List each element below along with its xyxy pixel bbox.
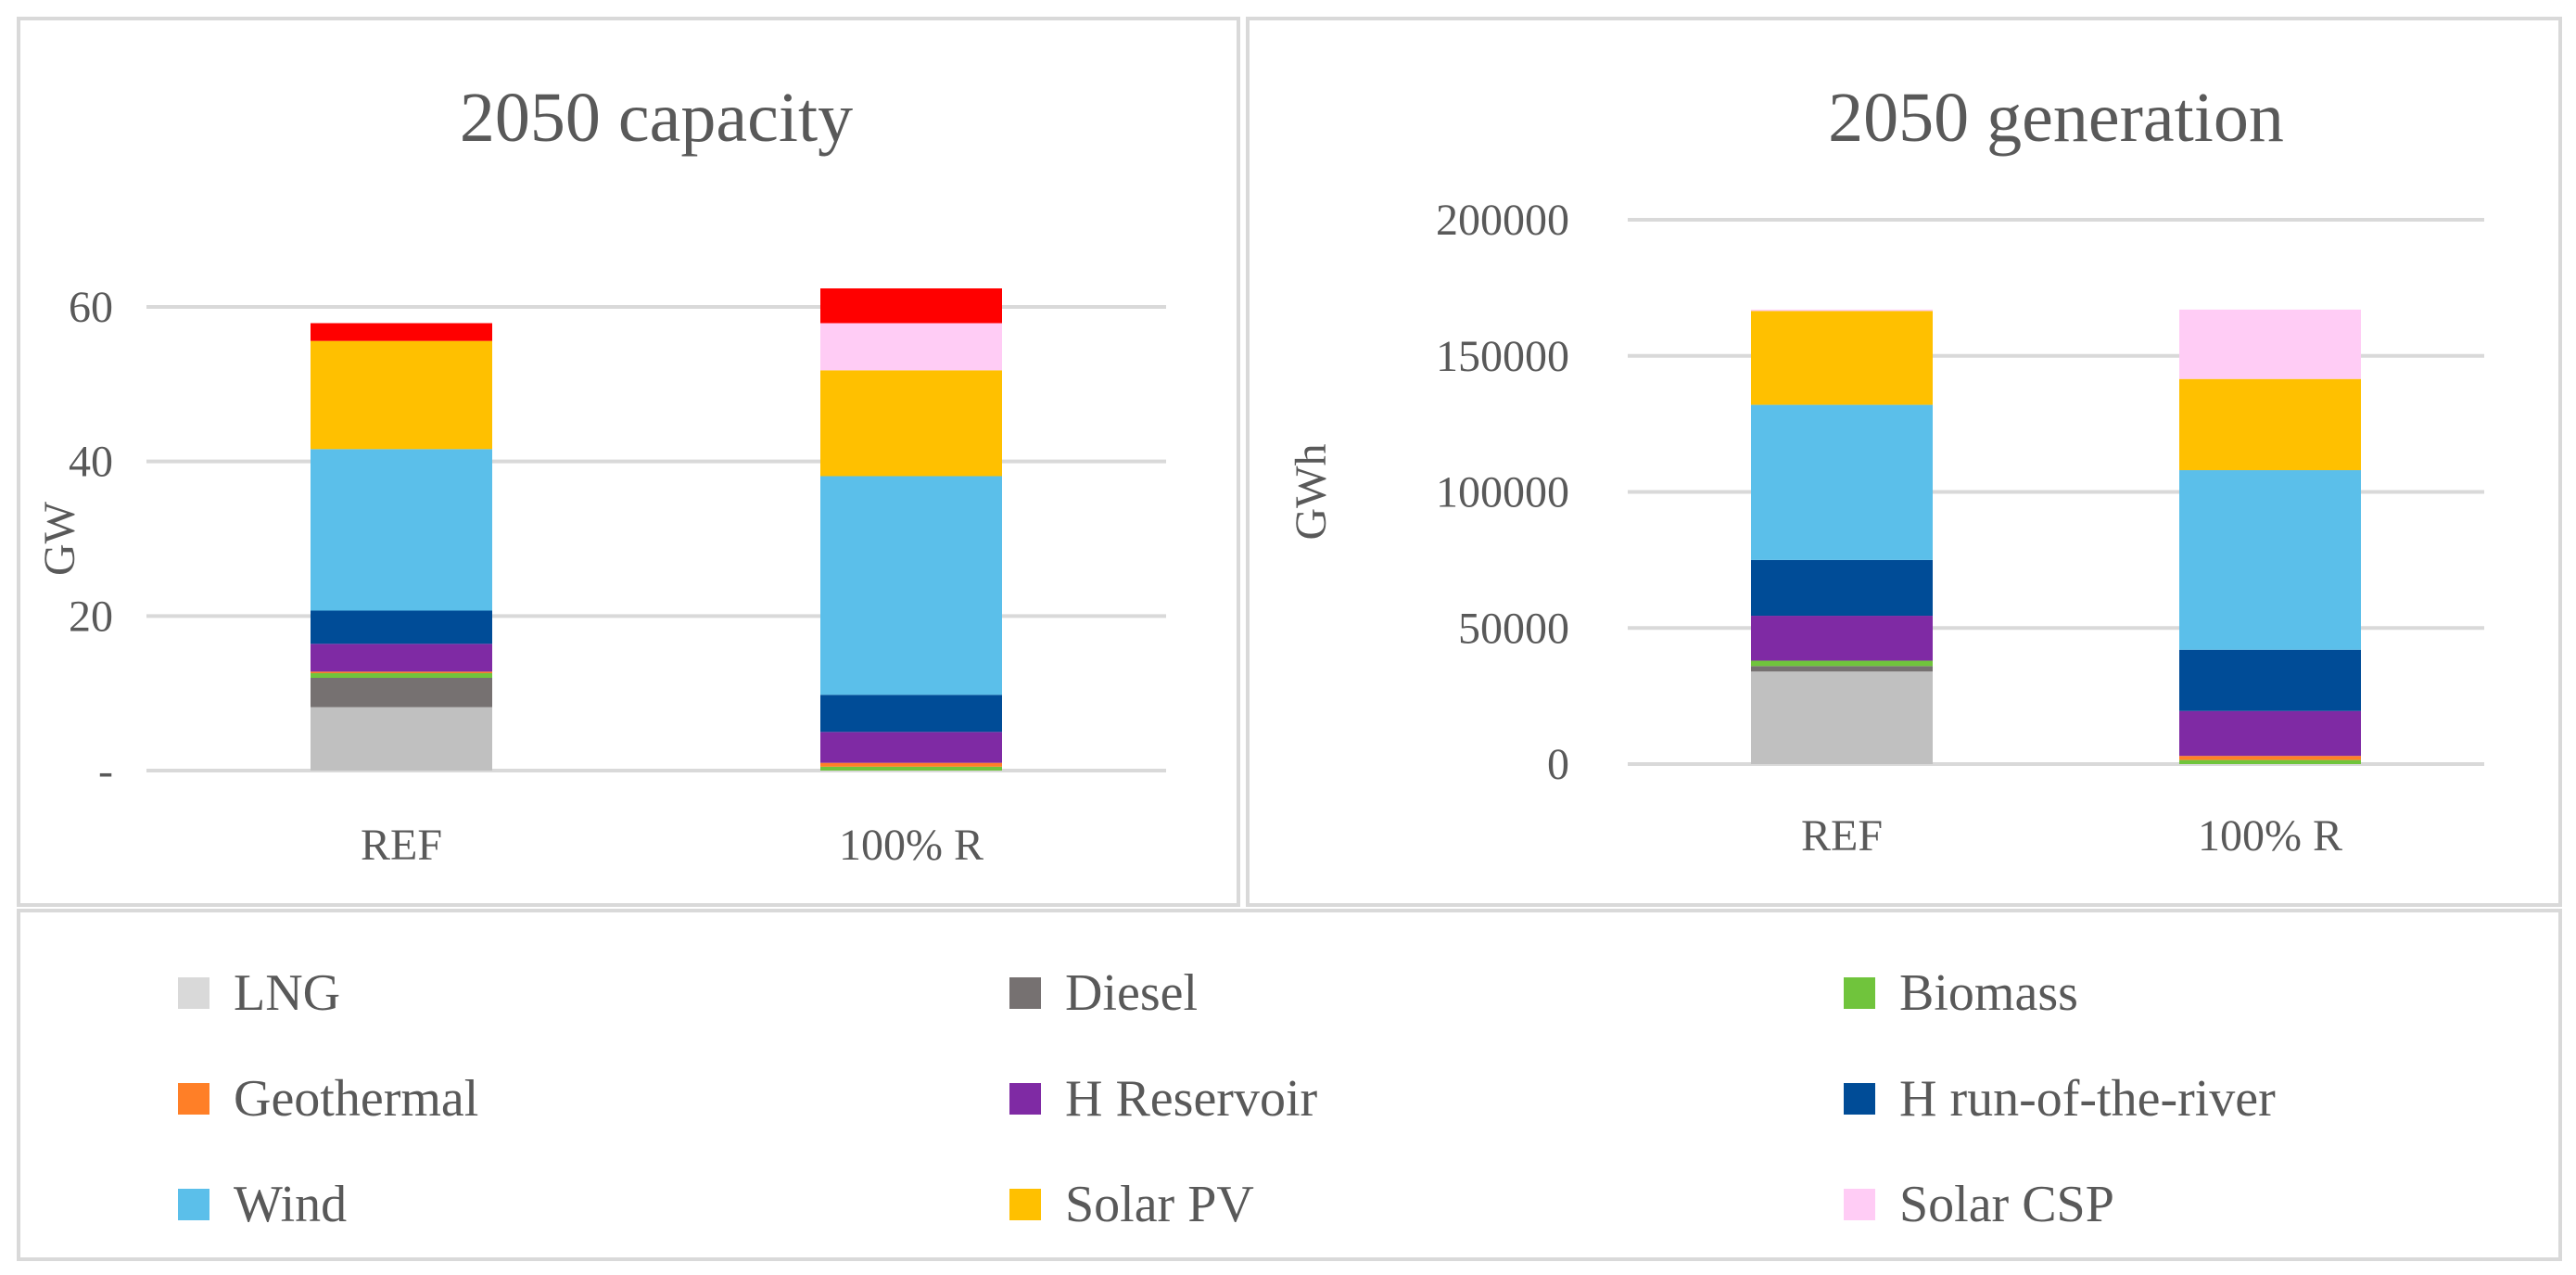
bar-biomass-100-r xyxy=(2179,759,2361,764)
legend-swatch-geothermal xyxy=(178,1083,209,1115)
legend-item-h-reservoir: H Reservoir xyxy=(1009,1066,1317,1131)
bar-solar-pv-100-r xyxy=(820,370,1002,477)
legend-swatch-diesel xyxy=(1009,977,1041,1009)
y-tick-label: - xyxy=(98,746,113,796)
y-tick-label: 60 xyxy=(69,283,113,332)
bar-biomass-ref xyxy=(311,673,492,678)
chart-title: 2050 generation xyxy=(1828,79,2284,157)
bar-h-reservoir-ref xyxy=(1751,616,1933,661)
legend-swatch-solar-csp xyxy=(1844,1189,1875,1220)
legend-swatch-wind xyxy=(178,1189,209,1220)
bar-biomass-ref xyxy=(1751,660,1933,667)
legend-swatch-lng xyxy=(178,977,209,1009)
chart-title: 2050 capacity xyxy=(460,79,853,157)
bar-solar-pv-100-r xyxy=(2179,378,2361,471)
bar-wind-100-r xyxy=(2179,470,2361,650)
legend-item-diesel: Diesel xyxy=(1009,961,1198,1026)
bar-h-run-of-the-river-ref xyxy=(311,610,492,644)
bar-lng-ref xyxy=(1751,671,1933,764)
bar-geothermal-100-r xyxy=(820,762,1002,767)
y-tick-label: 0 xyxy=(1547,740,1569,789)
bar-h-run-of-the-river-100-r xyxy=(820,695,1002,733)
y-tick-label: 200000 xyxy=(1436,196,1569,245)
legend-item-h-run-of-the-river: H run-of-the-river xyxy=(1844,1066,2276,1131)
bar-h-reservoir-100-r xyxy=(820,732,1002,763)
legend-item-geothermal: Geothermal xyxy=(178,1066,478,1131)
y-tick-label: 50000 xyxy=(1458,604,1569,653)
y-tick-label: 100000 xyxy=(1436,468,1569,517)
capacity-chart: 2050 capacity GW - 20 40 60 REF 100% R xyxy=(35,79,1166,870)
legend-label-diesel: Diesel xyxy=(1065,964,1199,1022)
legend-label-h-run-of-the-river: H run-of-the-river xyxy=(1899,1070,2276,1128)
bar-geothermal-ref xyxy=(311,671,492,673)
bar-solar-csp-ref xyxy=(1751,309,1933,312)
legend-item-solar-pv: Solar PV xyxy=(1009,1172,1254,1237)
y-axis-label: GW xyxy=(35,501,84,576)
x-category-label: 100% R xyxy=(839,821,983,870)
x-category-label: 100% R xyxy=(2198,811,2342,861)
bar-lng-ref xyxy=(311,707,492,771)
bar-wind-ref xyxy=(311,449,492,611)
bar-wind-ref xyxy=(1751,404,1933,560)
y-tick-label: 150000 xyxy=(1436,332,1569,381)
bar-h-run-of-the-river-ref xyxy=(1751,559,1933,617)
legend-label-geothermal: Geothermal xyxy=(234,1070,479,1128)
legend-item-wind: Wind xyxy=(178,1172,347,1237)
legend-item-lng: LNG xyxy=(178,961,340,1026)
legend-label-wind: Wind xyxy=(234,1176,348,1233)
x-category-label: REF xyxy=(361,821,442,870)
legend-swatch-biomass xyxy=(1844,977,1875,1009)
bar-solar-csp-100-r xyxy=(2179,309,2361,379)
legend: LNG Diesel Biomass Geothermal H Reservoi… xyxy=(17,909,2562,1261)
generation-chart: 2050 generation GWh 0 50000 100000 150000 2000… xyxy=(1287,79,2484,861)
y-tick-label: 40 xyxy=(69,438,113,487)
legend-swatch-solar-pv xyxy=(1009,1189,1041,1220)
legend-label-solar-csp: Solar CSP xyxy=(1899,1176,2114,1233)
y-axis-label: GWh xyxy=(1287,444,1336,541)
bar-h-reservoir-ref xyxy=(311,644,492,672)
bar-other-ref xyxy=(311,323,492,341)
bar-geothermal-100-r xyxy=(2179,756,2361,760)
legend-label-h-reservoir: H Reservoir xyxy=(1065,1070,1318,1128)
bar-biomass-100-r xyxy=(820,766,1002,771)
legend-label-lng: LNG xyxy=(234,964,341,1022)
bar-solar-csp-100-r xyxy=(820,323,1002,371)
legend-item-solar-csp: Solar CSP xyxy=(1844,1172,2114,1237)
bar-other-100-r xyxy=(820,288,1002,324)
bar-h-reservoir-100-r xyxy=(2179,710,2361,757)
x-category-label: REF xyxy=(1801,811,1883,861)
capacity-chart-panel: 2050 capacity GW - 20 40 60 REF 100% R xyxy=(17,17,1240,907)
y-tick-label: 20 xyxy=(69,592,113,641)
bar-diesel-ref xyxy=(311,678,492,708)
legend-item-biomass: Biomass xyxy=(1844,961,2078,1026)
legend-label-solar-pv: Solar PV xyxy=(1065,1176,1254,1233)
bar-wind-100-r xyxy=(820,476,1002,695)
legend-label-biomass: Biomass xyxy=(1899,964,2078,1022)
bar-solar-pv-ref xyxy=(311,340,492,450)
legend-swatch-h-reservoir xyxy=(1009,1083,1041,1115)
generation-chart-panel: 2050 generation GWh 0 50000 100000 150000 2000… xyxy=(1246,17,2562,907)
bar-h-run-of-the-river-100-r xyxy=(2179,649,2361,711)
legend-swatch-h-run-of-the-river xyxy=(1844,1083,1875,1115)
bar-solar-pv-ref xyxy=(1751,311,1933,405)
bar-diesel-ref xyxy=(1751,666,1933,672)
